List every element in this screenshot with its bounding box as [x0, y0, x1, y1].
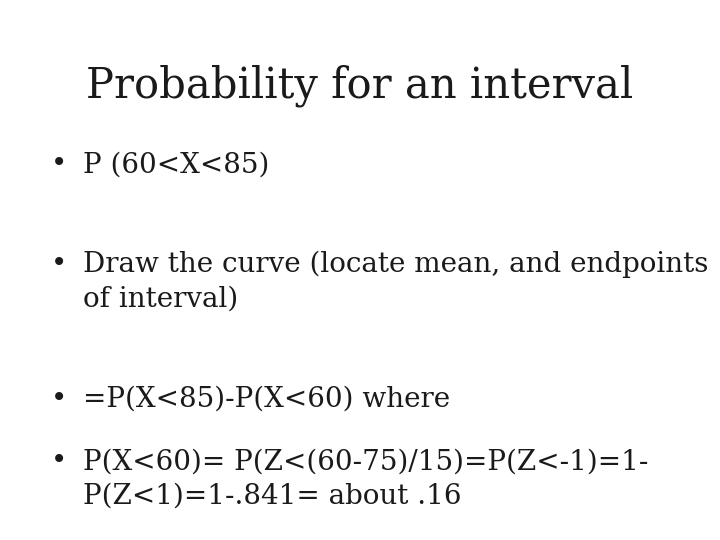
Text: •: • [50, 251, 67, 278]
Text: P (60<X<85): P (60<X<85) [83, 151, 269, 178]
Text: •: • [50, 448, 67, 475]
Text: Draw the curve (locate mean, and endpoints
of interval): Draw the curve (locate mean, and endpoin… [83, 251, 708, 313]
Text: =P(X<85)-P(X<60) where: =P(X<85)-P(X<60) where [83, 386, 450, 413]
Text: P(X<60)= P(Z<(60-75)/15)=P(Z<-1)=1-
P(Z<1)=1-.841= about .16: P(X<60)= P(Z<(60-75)/15)=P(Z<-1)=1- P(Z<… [83, 448, 648, 510]
Text: •: • [50, 151, 67, 178]
Text: •: • [50, 386, 67, 413]
Text: Probability for an interval: Probability for an interval [86, 65, 634, 107]
